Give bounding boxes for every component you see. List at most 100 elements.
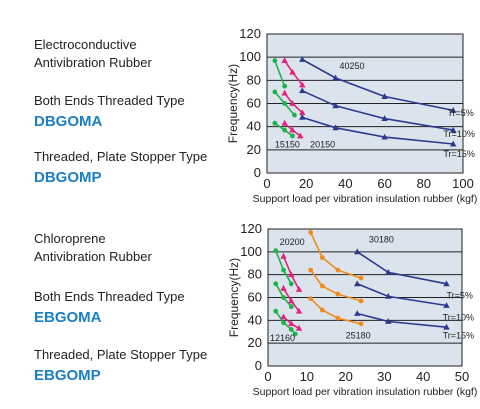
x-tick-label: 30: [377, 369, 391, 384]
series-line: [310, 298, 362, 325]
data-point: [281, 295, 286, 300]
x-tick-label: 0: [264, 369, 271, 384]
y-tick-label: 120: [240, 221, 262, 236]
data-point: [288, 320, 295, 327]
data-point: [272, 58, 278, 64]
data-point: [273, 308, 279, 314]
data-point: [335, 267, 341, 273]
data-point: [289, 100, 296, 106]
annotation-label: Tr=15%: [443, 149, 474, 159]
data-point: [295, 286, 303, 292]
data-point: [289, 126, 296, 133]
data-point: [354, 280, 361, 287]
data-point: [308, 296, 314, 302]
series-line: [310, 269, 362, 302]
series-line: [309, 232, 362, 279]
x-tick-label: 20: [338, 369, 352, 384]
data-point: [319, 307, 325, 313]
series-line: [301, 58, 454, 112]
x-tick-label: 10: [300, 369, 314, 384]
x-tick-label: 20: [299, 176, 313, 191]
data-point: [282, 83, 288, 89]
x-tick-label: 60: [377, 176, 391, 191]
type-label: Threaded, Plate Stopper Type: [34, 149, 208, 164]
data-point: [299, 109, 306, 116]
data-point: [288, 304, 294, 310]
data-point: [292, 112, 297, 118]
data-point: [288, 327, 294, 332]
data-point: [450, 140, 457, 147]
x-axis-label: Support load per vibration insulation ru…: [253, 386, 478, 398]
data-point: [381, 115, 388, 121]
data-point: [381, 133, 388, 140]
data-point: [319, 255, 325, 260]
product-code: EBGOMA: [34, 309, 102, 326]
data-point: [280, 313, 287, 320]
data-point: [450, 107, 457, 113]
data-point: [297, 132, 304, 139]
data-point: [319, 283, 325, 289]
x-tick-label: 40: [416, 369, 430, 384]
data-point: [281, 119, 288, 126]
data-point: [281, 320, 286, 326]
x-tick-label: 50: [455, 369, 469, 384]
x-tick-label: 0: [263, 176, 270, 191]
data-point: [281, 57, 288, 64]
data-point: [272, 89, 278, 95]
data-point: [282, 127, 288, 133]
data-point: [273, 281, 279, 287]
type-label: Both Ends Threaded Type: [34, 93, 185, 108]
series-line: [274, 60, 286, 87]
material-name: Electroconductive Antivibration Rubber: [34, 37, 152, 70]
annotation-label: Tr=10%: [443, 312, 474, 322]
data-point: [335, 315, 341, 321]
y-tick-label: 80: [247, 72, 261, 87]
data-point: [288, 281, 294, 287]
data-point: [332, 74, 339, 81]
data-point: [443, 280, 450, 287]
annotation-label: 15150: [275, 140, 300, 150]
product-code: DBGOMP: [34, 169, 102, 186]
data-point: [288, 271, 295, 278]
data-point: [358, 275, 364, 281]
y-tick-label: 0: [254, 165, 261, 180]
annotation-label: 30180: [369, 235, 394, 245]
y-tick-label: 0: [255, 358, 262, 373]
y-tick-label: 120: [239, 26, 261, 41]
annotation-label: Tr=10%: [443, 129, 474, 139]
x-tick-label: 80: [417, 176, 431, 191]
y-tick-label: 100: [240, 244, 262, 259]
annotation-label: Tr=5%: [447, 108, 473, 118]
annotation-label: Tr=5%: [446, 291, 472, 301]
annotation-label: 25180: [346, 331, 371, 341]
y-tick-label: 80: [248, 267, 262, 282]
data-point: [332, 124, 339, 131]
data-point: [299, 114, 306, 120]
y-tick-label: 60: [248, 290, 262, 305]
data-point: [308, 230, 314, 235]
data-point: [450, 126, 457, 133]
data-point: [354, 248, 361, 255]
data-point: [280, 284, 287, 291]
annotation-label: 20150: [310, 140, 335, 150]
data-point: [443, 302, 450, 308]
y-tick-label: 60: [247, 96, 261, 111]
data-point: [308, 267, 314, 273]
material-label-1: Electroconductive Antivibration Rubber: [34, 36, 152, 72]
data-point: [288, 297, 295, 304]
data-point: [358, 321, 364, 327]
material-label-2: Chloroprene Antivibration Rubber: [34, 230, 152, 266]
data-point: [295, 324, 303, 331]
data-point: [385, 318, 392, 324]
data-point: [385, 268, 392, 275]
annotation-label: 40250: [340, 61, 365, 71]
annotation-label: Tr=15%: [443, 331, 474, 341]
data-point: [354, 310, 361, 316]
y-tick-label: 20: [248, 335, 262, 350]
series-line: [301, 90, 454, 131]
data-point: [299, 81, 306, 88]
data-point: [280, 253, 287, 259]
data-point: [381, 93, 388, 99]
data-point: [443, 323, 450, 330]
